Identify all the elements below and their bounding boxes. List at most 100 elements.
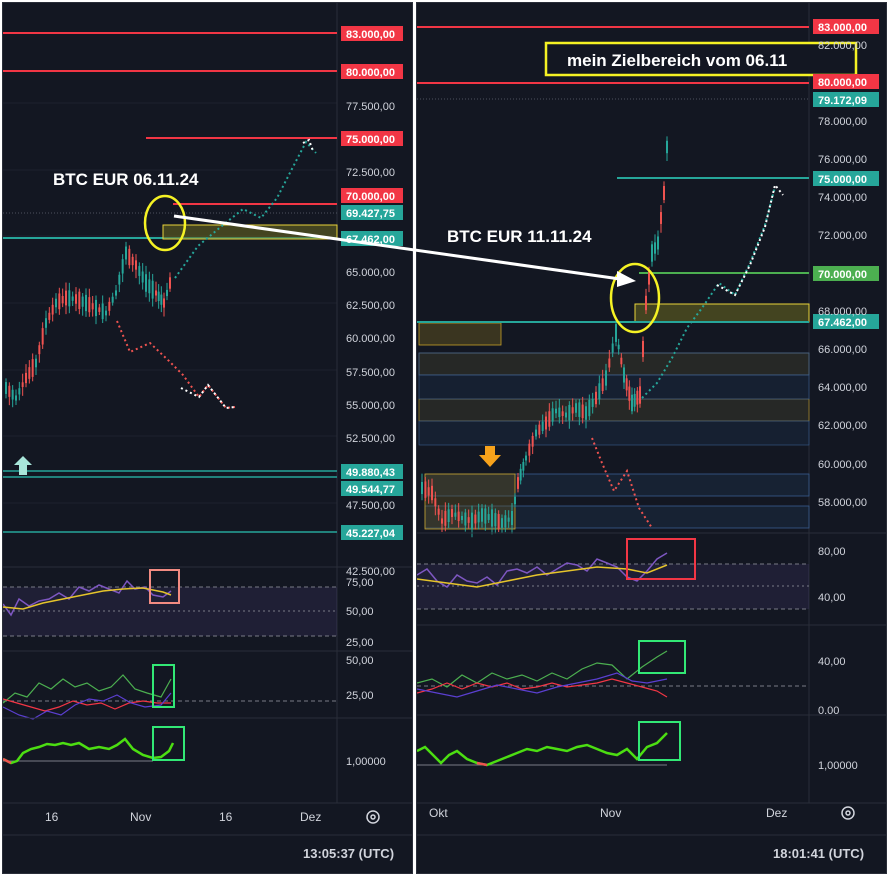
- right-chart-panel[interactable]: BTC EUR 11.11.24 mein Zielbereich vom 06…: [416, 2, 887, 874]
- left-candles: [5, 241, 171, 408]
- candle-body: [598, 383, 601, 400]
- right-indicator-highlight: [638, 721, 681, 761]
- r-settings-gear-icon[interactable]: [841, 806, 855, 820]
- r-tick-64000: 64.000,00: [818, 382, 867, 394]
- candle-body: [148, 279, 151, 294]
- time-label-nov: Nov: [130, 810, 151, 824]
- time-label-16b: 16: [219, 810, 233, 824]
- candle-body: [135, 260, 137, 270]
- candle-body: [5, 382, 7, 394]
- r-tick-78000: 78.000,00: [818, 116, 867, 128]
- candle-body: [451, 508, 453, 518]
- r-tick-62000: 62.000,00: [818, 420, 867, 432]
- candle-body: [648, 271, 650, 285]
- candle-body: [633, 393, 636, 407]
- right-levels: [417, 26, 809, 323]
- candle-body: [169, 277, 171, 289]
- r-rsi-ma-line: [417, 564, 668, 588]
- osc3-tick-1: 1,00000: [346, 756, 386, 768]
- candle-body: [645, 295, 647, 311]
- left-rsi-highlight: [149, 569, 180, 604]
- candle-body: [131, 256, 134, 266]
- r-tick-72000: 72.000,00: [818, 230, 867, 242]
- candle-body: [511, 510, 513, 526]
- left-clock: 13:05:37 (UTC): [303, 846, 394, 861]
- candle-body: [98, 307, 101, 312]
- candle-body: [491, 509, 493, 527]
- r-osc2-tick-40: 40,00: [818, 656, 846, 668]
- right-annotation: BTC EUR 11.11.24: [447, 227, 592, 246]
- candle-body: [11, 389, 14, 400]
- candle-body: [525, 455, 527, 461]
- right-rsi-highlight: [626, 538, 696, 580]
- tick-62500: 62.500,00: [346, 300, 395, 312]
- settings-gear-icon[interactable]: [366, 810, 380, 824]
- candle-body: [575, 403, 577, 413]
- tick-52500: 52.500,00: [346, 433, 395, 445]
- candle-body: [118, 274, 121, 285]
- candle-body: [447, 509, 450, 522]
- left-bear-projection-end: [180, 383, 236, 410]
- r-tick-76000: 76.000,00: [818, 154, 867, 166]
- left-dmi-highlight: [152, 664, 175, 708]
- candle-body: [45, 318, 47, 328]
- left-bull-projection: [174, 140, 317, 279]
- r-tick-60000: 60.000,00: [818, 459, 867, 471]
- r-tick-70000: 70.000,00: [818, 269, 867, 281]
- tick-60000: 60.000,00: [346, 333, 395, 345]
- up-arrow-icon: [14, 456, 32, 475]
- candle-body: [95, 299, 97, 317]
- candle-body: [163, 298, 165, 308]
- candle-body: [487, 514, 490, 520]
- candle-body: [528, 443, 531, 456]
- dmi-minus-line: [3, 698, 171, 712]
- time-label-16: 16: [45, 810, 59, 824]
- left-bear-projection: [116, 320, 236, 410]
- candle-body: [561, 411, 564, 416]
- r-tick-68000: 68.000,00: [818, 306, 867, 318]
- tick-83000: 83.000,00: [346, 29, 395, 41]
- candle-body: [541, 421, 544, 431]
- candle-body: [75, 294, 77, 304]
- candle-body: [121, 259, 124, 274]
- candle-body: [21, 382, 24, 388]
- candle-body: [571, 407, 574, 414]
- tick-77500: 77.500,00: [346, 101, 395, 113]
- r-indicator-line: [417, 732, 668, 767]
- tick-67462: 67.462,00: [346, 234, 395, 246]
- r-tick-last-price: 79.172,09: [818, 95, 867, 107]
- candle-body: [654, 242, 656, 254]
- left-chart-panel[interactable]: BTC EUR 06.11.24 83.000,00 80.000,00 77.…: [2, 2, 413, 874]
- candle-body: [471, 512, 473, 530]
- tick-65000: 65.000,00: [346, 267, 395, 279]
- tick-42500: 42.500,00: [346, 566, 395, 578]
- r-time-label-nov: Nov: [600, 806, 621, 820]
- left-highlight-circle: [143, 194, 187, 252]
- tick-75000: 75.000,00: [346, 134, 395, 146]
- candle-body: [535, 429, 537, 437]
- candle-body: [631, 394, 633, 412]
- tick-72500: 72.500,00: [346, 167, 395, 179]
- candle-body: [555, 408, 557, 414]
- candle-body: [61, 296, 64, 304]
- candle-body: [454, 512, 457, 517]
- candle-body: [565, 412, 567, 418]
- osc2-tick-50: 50,00: [346, 655, 374, 667]
- candle-body: [545, 416, 547, 430]
- candle-body: [595, 391, 597, 405]
- right-candles: [421, 136, 668, 538]
- candle-body: [28, 367, 31, 379]
- candle-body: [484, 508, 487, 524]
- right-yellow-zone: [634, 303, 810, 323]
- candle-body: [51, 304, 54, 315]
- candle-body: [461, 515, 463, 521]
- r-tick-75000: 75.000,00: [818, 174, 867, 186]
- candle-body: [531, 435, 534, 447]
- r-adx-line: [417, 672, 668, 698]
- candle-body: [581, 404, 584, 419]
- adx-line: [3, 692, 172, 720]
- candle-body: [517, 477, 519, 489]
- left-yellow-zone: [162, 224, 338, 240]
- candle-body: [639, 386, 641, 404]
